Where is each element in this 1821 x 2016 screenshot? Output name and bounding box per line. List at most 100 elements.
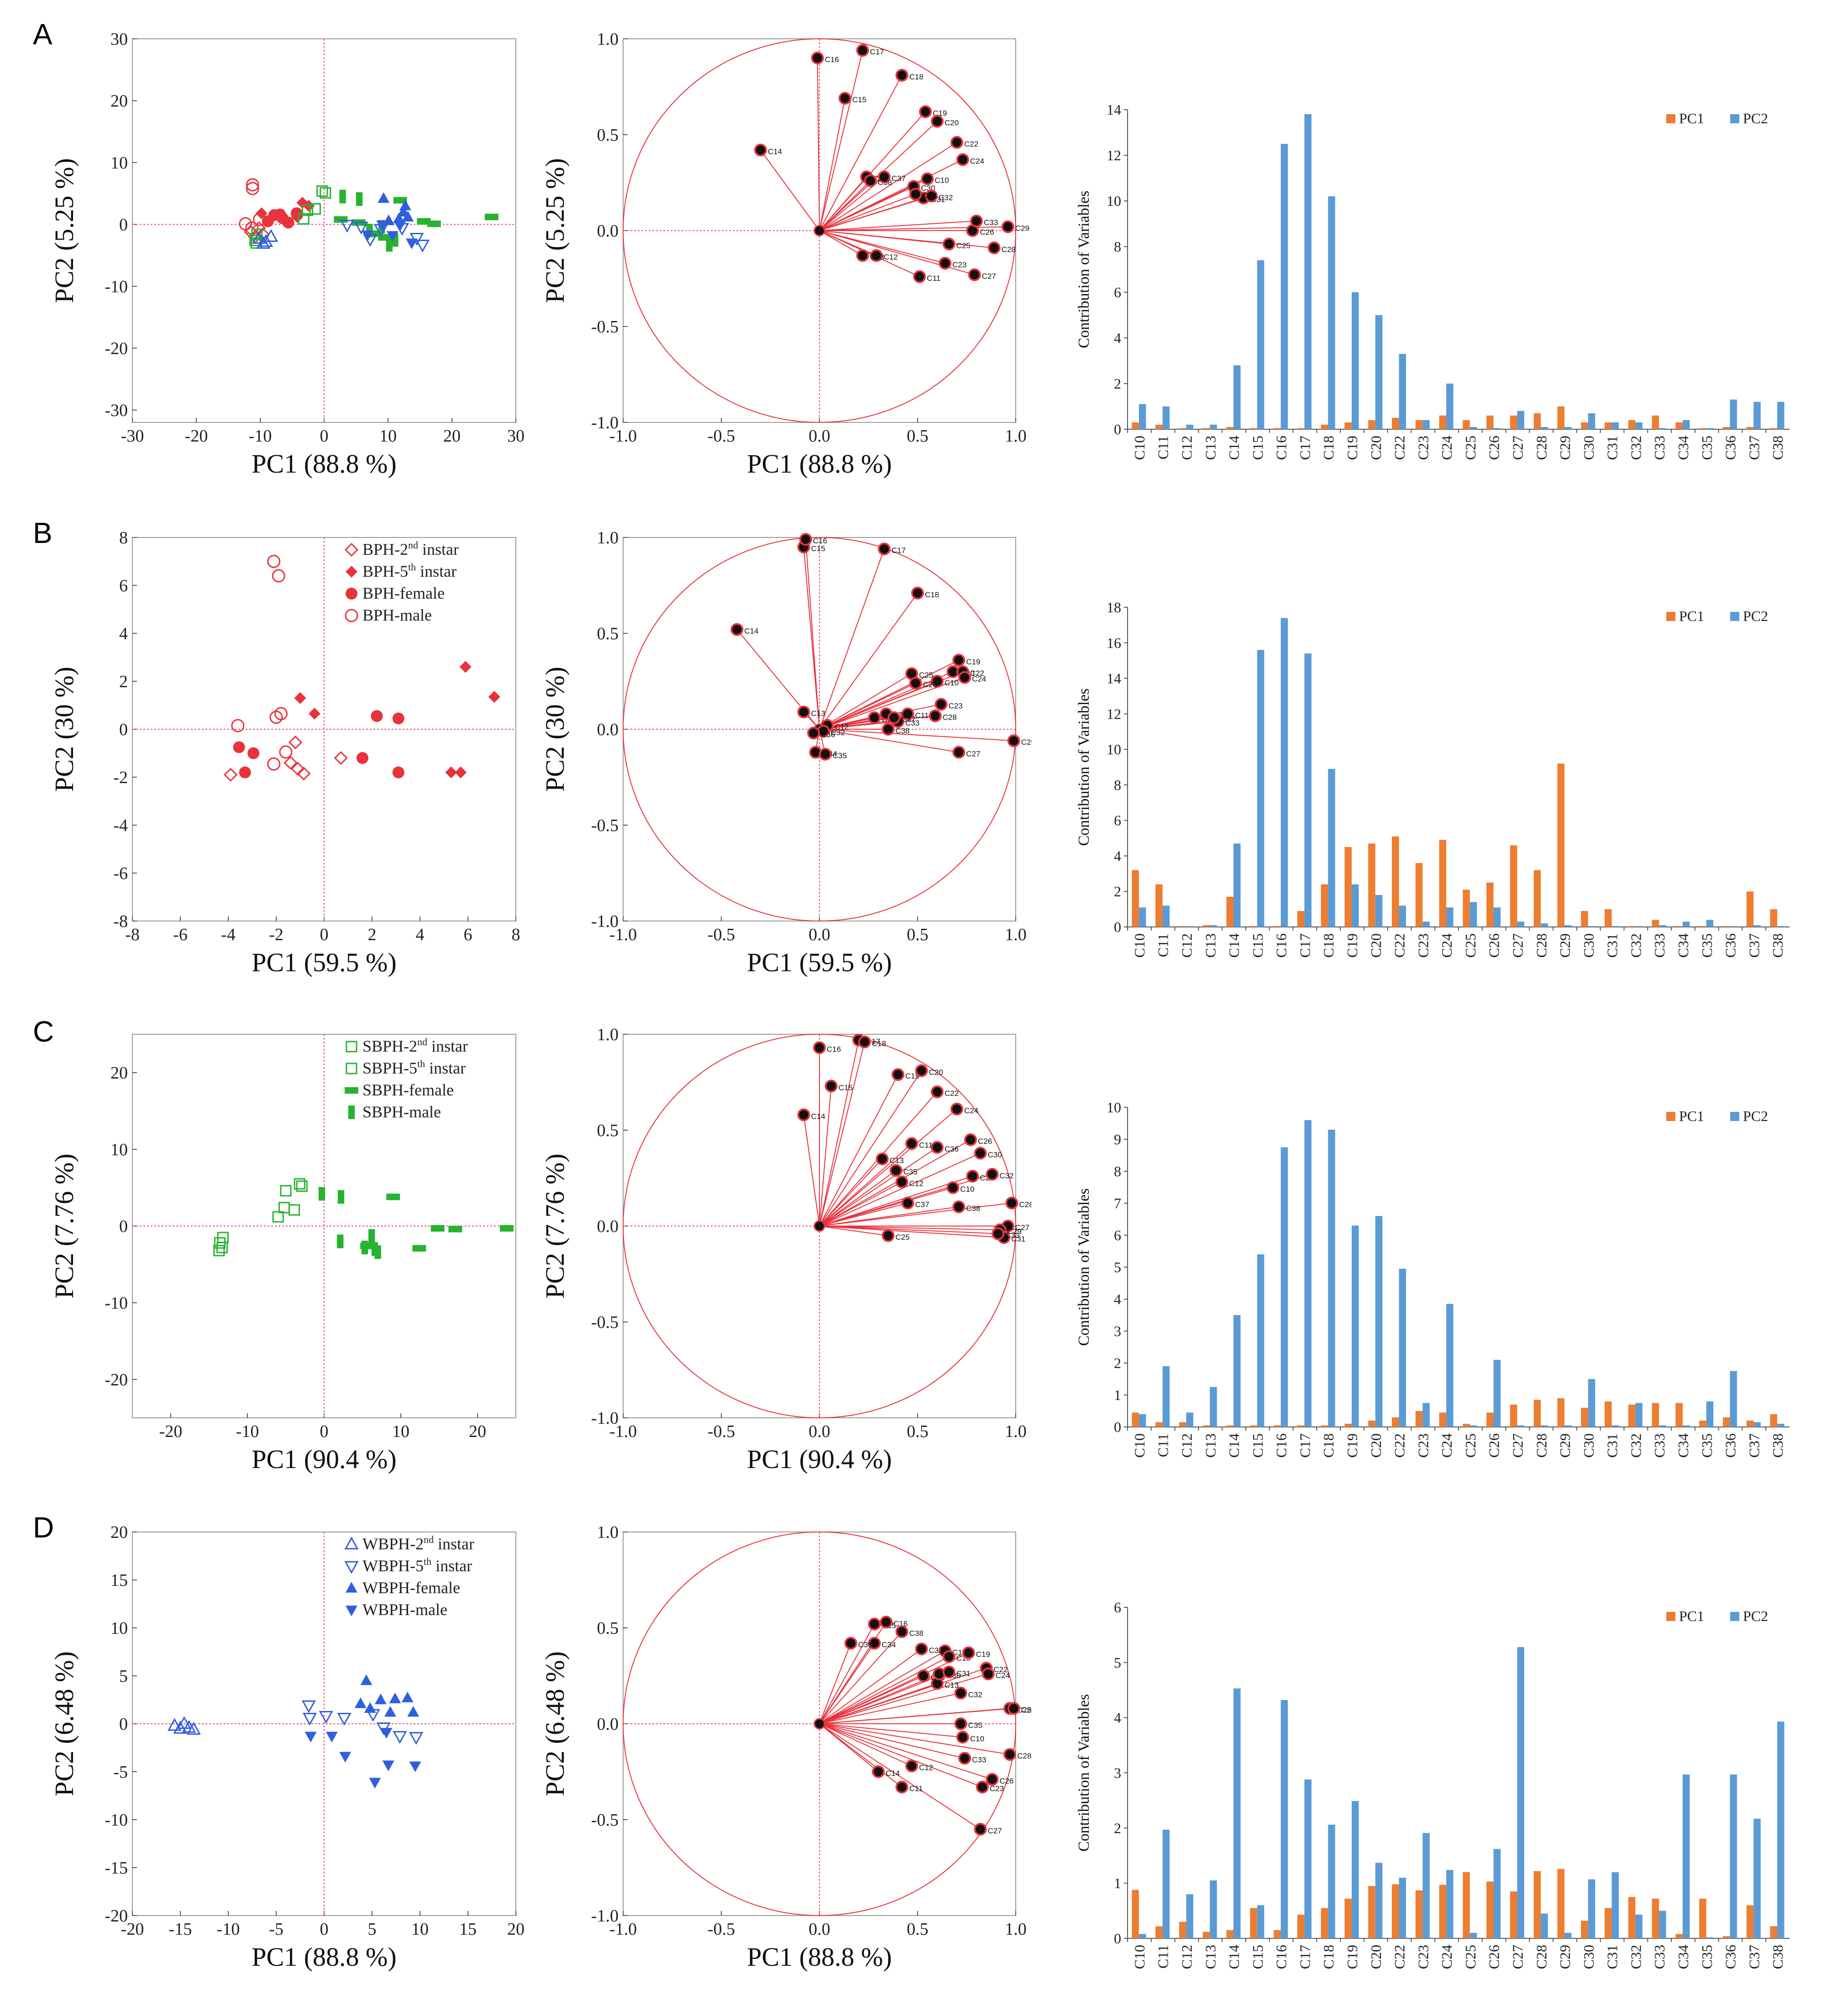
point-sbph-male	[386, 238, 393, 252]
bar-pc2-c36	[1730, 1774, 1737, 1938]
loading-label-c22: C22	[945, 1089, 959, 1098]
bar-pc1-c23	[1415, 863, 1423, 927]
bar-pc2-c26	[1493, 1849, 1501, 1938]
x-tick-label: 0.0	[808, 1422, 830, 1441]
y-tick-label: -8	[113, 912, 128, 931]
loading-label-c11: C11	[919, 1141, 933, 1149]
loading-label-c29: C29	[1015, 224, 1029, 233]
bar-pc1-c38	[1770, 1926, 1778, 1938]
bar-pc2-c14	[1233, 1688, 1241, 1938]
bar-pc1-c30	[1581, 422, 1588, 429]
category-label-c29: C29	[1557, 1433, 1573, 1458]
loading-point-c38	[895, 1625, 908, 1638]
bar-pc2-c18	[1328, 196, 1335, 429]
bar-pc1-c29	[1557, 1398, 1564, 1427]
y-axis-label: PC2 (7.76 %)	[49, 1153, 79, 1298]
point-wbph-male	[325, 1732, 338, 1742]
point-bph-5th-instar	[309, 707, 320, 720]
loading-label-c14: C14	[811, 1112, 825, 1121]
category-label-c24: C24	[1438, 436, 1455, 460]
vector-c19	[819, 1074, 898, 1226]
loading-point-c20	[915, 1064, 928, 1077]
category-label-c37: C37	[1746, 1945, 1762, 1969]
bar-pc1-c14	[1226, 1930, 1233, 1938]
loading-point-c33	[958, 1752, 971, 1765]
y-tick-label: 0.5	[597, 624, 619, 643]
legend-swatch-pc1	[1666, 1612, 1675, 1621]
loading-label-c13: C13	[811, 709, 825, 718]
loading-point-c10	[956, 1731, 969, 1744]
loading-point-c34	[868, 1637, 881, 1650]
loading-point-c12	[870, 249, 883, 262]
bar-pc2-c38	[1777, 1424, 1784, 1427]
category-label-c26: C26	[1486, 933, 1502, 958]
x-tick-label: 0.5	[907, 426, 929, 446]
bar-pc1-c13	[1202, 1425, 1210, 1427]
legend-swatch-pc2	[1730, 1112, 1739, 1121]
loading-point-c25	[942, 237, 955, 251]
bar-pc1-c23	[1415, 1890, 1423, 1938]
y-tick-label: 0.0	[597, 221, 619, 241]
legend-swatch-pc2	[1730, 1612, 1739, 1621]
loading-point-c37	[915, 1642, 928, 1656]
x-tick-label: -0.5	[708, 1422, 735, 1441]
series-sbph-5th-instar	[272, 1178, 308, 1223]
bar-pc2-c33	[1659, 1911, 1666, 1938]
loading-point-c36	[931, 1141, 944, 1154]
vector-c38	[819, 1631, 903, 1724]
loading-point-c16	[880, 1616, 893, 1629]
category-label-c34: C34	[1675, 933, 1691, 958]
loading-label-c12: C12	[834, 723, 849, 732]
bar-pc2-c10	[1139, 1414, 1146, 1427]
loading-point-c15	[838, 92, 851, 105]
bar-pc2-c23	[1422, 420, 1430, 429]
point-bph-male	[253, 213, 267, 226]
y-tick-label: -2	[113, 768, 128, 787]
loading-point-c11	[895, 1780, 908, 1794]
vector-c18	[819, 593, 918, 730]
bar-pc1-c23	[1415, 420, 1423, 429]
loading-label-c31: C31	[956, 1669, 971, 1678]
bar-pc1-c27	[1510, 845, 1517, 927]
vector-c17	[819, 1040, 859, 1226]
category-label-c27: C27	[1509, 436, 1526, 460]
x-tick-label: 1.0	[1005, 925, 1027, 944]
point-bph-2nd-instar	[291, 762, 305, 776]
point-wbph-male	[409, 1761, 421, 1773]
bar-pc2-c32	[1635, 1403, 1643, 1427]
bar-pc2-c22	[1399, 905, 1406, 927]
bar-pc2-c31	[1611, 1425, 1619, 1427]
bar-pc1-c20	[1368, 1421, 1375, 1427]
bar-pc2-c16	[1280, 144, 1288, 429]
vector-c20	[819, 1675, 924, 1724]
bar-pc2-c18	[1328, 769, 1335, 927]
bar-pc2-c24	[1446, 1304, 1454, 1427]
series-sbph-female	[360, 1194, 514, 1252]
category-label-c33: C33	[1651, 1433, 1668, 1458]
y-axis-label: PC2 (6.48 %)	[540, 1651, 570, 1796]
loading-label-c28: C28	[1002, 245, 1016, 254]
point-sbph-5th-instar	[316, 185, 328, 197]
loading-point-c16	[813, 1041, 826, 1054]
bar-pc2-c32	[1635, 422, 1643, 429]
loading-point-c27	[968, 268, 981, 281]
loading-label-c26: C26	[999, 1777, 1013, 1785]
y-tick-label: 0	[119, 720, 128, 739]
loading-point-c35	[819, 747, 832, 761]
y-tick-label: 10	[110, 1619, 128, 1638]
bar-pc1-c31	[1605, 1401, 1612, 1427]
chart-b-loadings: -1.0 -0.5 0.0 0.5 1.0 -1.0 -0.5 0.0 0.5 1.0 PC1 (5…	[540, 528, 1032, 977]
bar-pc2-c26	[1493, 907, 1501, 927]
loading-label-c33: C33	[972, 1756, 986, 1764]
x-tick-label: -1.0	[609, 1920, 637, 1939]
loading-label-c19: C19	[976, 1650, 990, 1659]
bar-pc1-c38	[1770, 1414, 1778, 1427]
bar-pc1-c10	[1132, 1412, 1139, 1427]
vector-c17	[819, 548, 885, 730]
bar-pc2-c15	[1257, 1254, 1265, 1427]
category-label-c27: C27	[1509, 933, 1526, 958]
vector-c31	[819, 1671, 950, 1724]
vector-c28	[819, 1202, 1012, 1226]
loading-label-c27: C27	[982, 272, 996, 281]
point-sbph-5th-instar	[272, 1211, 284, 1223]
